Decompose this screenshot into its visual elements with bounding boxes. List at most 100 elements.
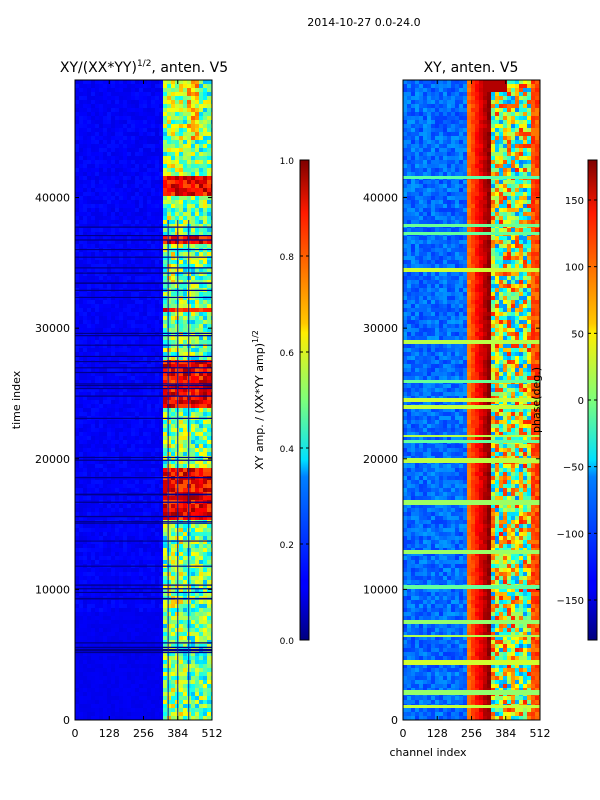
heatmap-cell	[123, 196, 127, 200]
heatmap-cell	[191, 640, 195, 644]
heatmap-cell	[203, 364, 207, 368]
heatmap-cell	[207, 244, 211, 248]
heatmap-cell	[135, 188, 139, 192]
heatmap-cell	[159, 236, 163, 240]
heatmap-cell	[111, 152, 115, 156]
heatmap-cell	[131, 268, 135, 272]
heatmap-cell	[179, 320, 183, 324]
heatmap-cell	[75, 612, 79, 616]
heatmap-cell	[135, 292, 139, 296]
heatmap-cell	[107, 328, 111, 332]
heatmap-cell	[107, 196, 111, 200]
heatmap-cell	[171, 624, 175, 628]
heatmap-cell	[107, 104, 111, 108]
heatmap-cell	[155, 556, 159, 560]
heatmap-cell	[167, 380, 171, 384]
heatmap-cell	[167, 568, 171, 572]
heatmap-cell	[115, 604, 119, 608]
heatmap-cell	[191, 392, 195, 396]
heatmap-cell	[195, 552, 199, 556]
heatmap-cell	[151, 320, 155, 324]
heatmap-cell	[147, 228, 151, 232]
heatmap-cell	[83, 304, 87, 308]
heatmap-cell	[155, 552, 159, 556]
heatmap-cell	[123, 352, 127, 356]
heatmap-cell	[203, 444, 207, 448]
heatmap-cell	[171, 300, 175, 304]
heatmap-cell	[207, 348, 211, 352]
heatmap-cell	[115, 600, 119, 604]
heatmap-cell	[159, 112, 163, 116]
heatmap-cell	[183, 540, 187, 544]
heatmap-cell	[111, 592, 115, 596]
heatmap-cell	[151, 284, 155, 288]
heatmap-cell	[75, 332, 79, 336]
heatmap-cell	[111, 472, 115, 476]
heatmap-cell	[91, 348, 95, 352]
heatmap-cell	[159, 116, 163, 120]
heatmap-cell	[183, 168, 187, 172]
heatmap-cell	[127, 192, 131, 196]
heatmap-cell	[99, 328, 103, 332]
heatmap-cell	[183, 240, 187, 244]
heatmap-cell	[79, 600, 83, 604]
heatmap-cell	[95, 496, 99, 500]
heatmap-cell	[191, 580, 195, 584]
heatmap-cell	[155, 392, 159, 396]
heatmap-cell	[115, 480, 119, 484]
heatmap-cell	[131, 112, 135, 116]
heatmap-cell	[199, 184, 203, 188]
heatmap-cell	[187, 100, 191, 104]
heatmap-cell	[111, 176, 115, 180]
heatmap-cell	[99, 168, 103, 172]
heatmap-cell	[139, 512, 143, 516]
heatmap-cell	[151, 208, 155, 212]
heatmap-cell	[119, 276, 123, 280]
heatmap-cell	[203, 308, 207, 312]
heatmap-cell	[155, 356, 159, 360]
heatmap-cell	[147, 444, 151, 448]
heatmap-cell	[171, 504, 175, 508]
heatmap-cell	[203, 260, 207, 264]
heatmap-cell	[191, 448, 195, 452]
heatmap-cell	[107, 128, 111, 132]
heatmap-cell	[163, 572, 167, 576]
heatmap-cell	[127, 420, 131, 424]
heatmap-cell	[103, 504, 107, 508]
heatmap-cell	[143, 244, 147, 248]
heatmap-cell	[127, 544, 131, 548]
heatmap-cell	[199, 168, 203, 172]
heatmap-cell	[111, 624, 115, 628]
heatmap-cell	[203, 88, 207, 92]
heatmap-cell	[75, 572, 79, 576]
heatmap-cell	[175, 616, 179, 620]
heatmap-cell	[207, 588, 211, 592]
heatmap-cell	[139, 280, 143, 284]
heatmap-cell	[115, 276, 119, 280]
heatmap-cell	[99, 544, 103, 548]
heatmap-cell	[183, 332, 187, 336]
heatmap-cell	[83, 220, 87, 224]
heatmap-cell	[75, 408, 79, 412]
heatmap-cell	[179, 404, 183, 408]
heatmap-cell	[115, 308, 119, 312]
heatmap-cell	[199, 344, 203, 348]
heatmap-cell	[167, 340, 171, 344]
heatmap-cell	[83, 576, 87, 580]
heatmap-cell	[175, 204, 179, 208]
heatmap-cell	[115, 236, 119, 240]
heatmap-cell	[99, 160, 103, 164]
heatmap-cell	[147, 352, 151, 356]
heatmap-cell	[139, 644, 143, 648]
heatmap-cell	[95, 400, 99, 404]
heatmap-cell	[151, 156, 155, 160]
heatmap-cell	[115, 468, 119, 472]
heatmap-cell	[79, 608, 83, 612]
heatmap-cell	[123, 308, 127, 312]
heatmap-cell	[87, 252, 91, 256]
heatmap-cell	[103, 444, 107, 448]
heatmap-cell	[143, 584, 147, 588]
heatmap-cell	[79, 632, 83, 636]
heatmap-cell	[131, 284, 135, 288]
heatmap-cell	[99, 192, 103, 196]
